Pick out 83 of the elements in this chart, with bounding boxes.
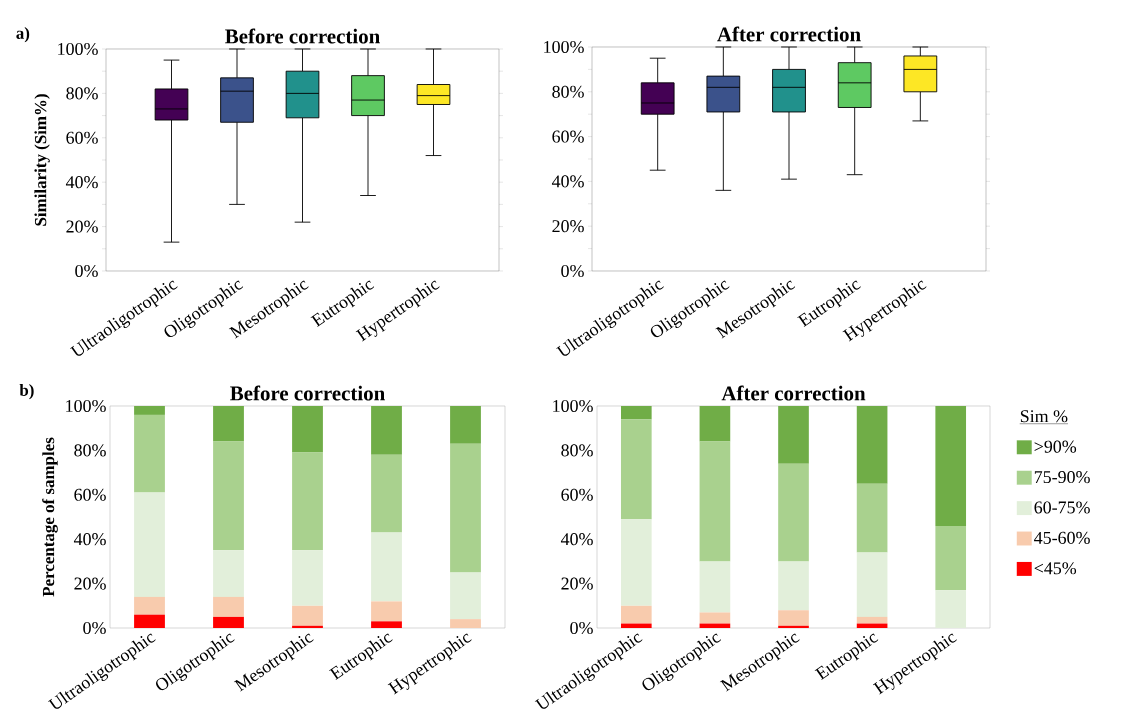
bar (620, 419, 652, 520)
bar (292, 550, 323, 606)
chart-title: After correction (721, 385, 866, 401)
chart-title: Before correction (230, 385, 385, 401)
chart-title: After correction (717, 26, 861, 42)
text: a) (16, 26, 30, 43)
bar (778, 610, 809, 626)
y-tick-label: 100% (66, 399, 106, 413)
bar (699, 406, 731, 442)
chart-title: Before correction (225, 28, 380, 44)
y-tick-label: 0% (570, 621, 593, 635)
y-tick-label: 100% (544, 40, 584, 54)
y-tick-label: 100% (58, 42, 98, 56)
bar (371, 601, 402, 622)
bar (778, 463, 809, 562)
legend-label: <45% (1034, 562, 1077, 575)
bar (935, 590, 967, 628)
legend-label: 75-90% (1034, 471, 1090, 484)
bar (292, 605, 323, 626)
bar (450, 406, 481, 444)
bar (371, 621, 402, 628)
bar (699, 561, 731, 613)
bar (134, 614, 165, 628)
bar (213, 616, 244, 628)
y-tick-label: 80% (561, 444, 593, 457)
bar (856, 483, 888, 553)
y-tick-label: 60% (66, 131, 98, 144)
legend-label: 60-75% (1034, 501, 1090, 514)
bar (292, 452, 323, 551)
y-tick-label: 80% (66, 87, 98, 100)
bar (213, 406, 244, 442)
bar (450, 619, 481, 628)
y-tick-label: 0% (561, 264, 584, 278)
bar (213, 596, 244, 617)
y-axis-title: Percentage of samples (42, 437, 58, 597)
y-tick-label: 20% (561, 577, 593, 590)
y-tick-label: 80% (74, 444, 106, 457)
bar (371, 454, 402, 533)
bar (778, 625, 809, 628)
bar (450, 443, 481, 573)
bar (778, 561, 809, 611)
bar (134, 414, 165, 493)
bar (778, 406, 809, 464)
y-tick-label: 0% (83, 621, 106, 635)
bar (292, 406, 323, 453)
bar (699, 441, 731, 562)
y-tick-label: 40% (73, 533, 106, 546)
y-tick-label: 60% (552, 130, 584, 143)
y-tick-label: 0% (75, 264, 98, 278)
bar (134, 406, 165, 415)
bar (620, 623, 652, 628)
y-tick-label: 20% (74, 577, 106, 590)
bar (935, 525, 967, 591)
bar (371, 532, 402, 602)
bar (134, 596, 165, 615)
bar (213, 441, 244, 551)
y-tick-label: 40% (65, 176, 98, 189)
bar (450, 572, 481, 620)
legend-label: >90% (1034, 440, 1077, 453)
bar (856, 406, 888, 484)
bar (856, 616, 888, 624)
bar (371, 406, 402, 455)
y-tick-label: 20% (552, 220, 584, 233)
y-tick-label: 100% (553, 399, 593, 413)
text: b) (19, 384, 34, 400)
bar (620, 519, 652, 606)
bar (213, 550, 244, 597)
y-tick-label: 40% (551, 175, 584, 188)
y-tick-label: 80% (552, 85, 584, 98)
y-tick-label: 20% (66, 220, 98, 233)
y-axis-title: Similarity (Sim%) (34, 94, 50, 226)
bar (620, 406, 652, 420)
bar (292, 625, 323, 628)
y-tick-label: 60% (74, 488, 106, 501)
y-tick-label: 40% (560, 533, 593, 546)
bar (699, 612, 731, 624)
bar (935, 406, 967, 526)
y-tick-label: 60% (561, 488, 593, 501)
bar (620, 605, 652, 624)
bar (134, 492, 165, 597)
legend-title: Sim % (1020, 410, 1068, 423)
bar (856, 552, 888, 617)
legend-label: 45-60% (1034, 531, 1090, 544)
